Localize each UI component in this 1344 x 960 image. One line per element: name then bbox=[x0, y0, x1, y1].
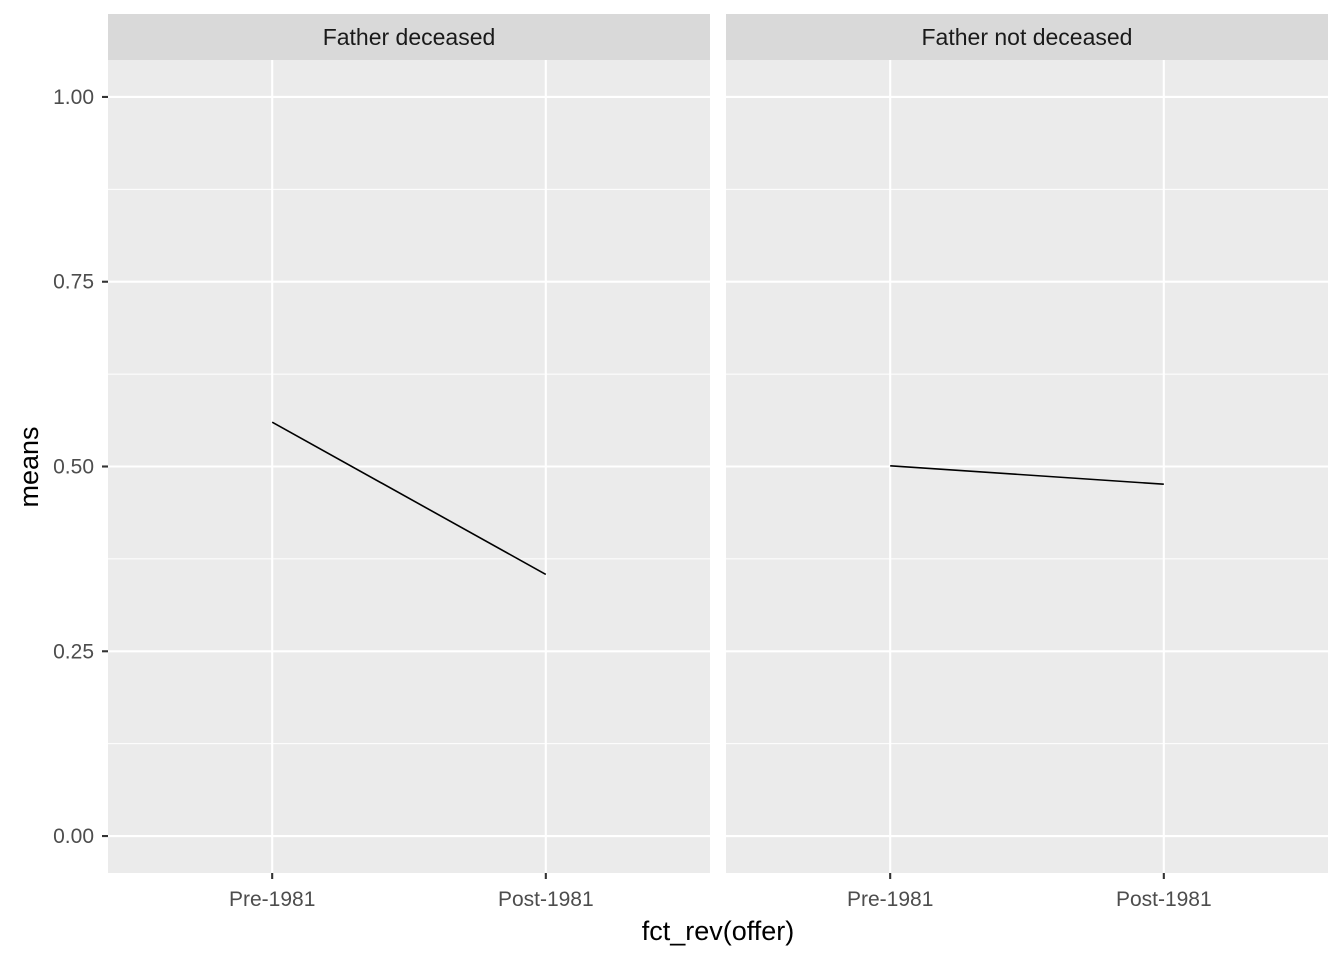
x-tick-label: Post-1981 bbox=[498, 888, 594, 911]
y-tick-label: 0.50 bbox=[53, 456, 94, 479]
y-tick-label: 1.00 bbox=[53, 86, 94, 109]
x-axis: Pre-1981 Post-1981 Pre-1981 Post-1981 bbox=[229, 873, 1212, 911]
x-tick-label: Post-1981 bbox=[1116, 888, 1212, 911]
y-tick-label: 0.25 bbox=[53, 640, 94, 663]
y-axis: 0.00 0.25 0.50 0.75 1.00 bbox=[53, 86, 108, 848]
series-line bbox=[271, 421, 547, 576]
facet-panel: Father not deceased bbox=[726, 14, 1328, 873]
x-tick-label: Pre-1981 bbox=[847, 888, 933, 911]
x-tick-label: Pre-1981 bbox=[229, 888, 315, 911]
y-axis-title: means bbox=[14, 426, 44, 507]
facet-strip-label: Father deceased bbox=[323, 24, 496, 50]
facet-strip-label: Father not deceased bbox=[922, 24, 1133, 50]
y-tick-label: 0.75 bbox=[53, 271, 94, 294]
facet-panel: Father deceased bbox=[108, 14, 710, 873]
facet-panels: Father deceased Father not deceased bbox=[108, 14, 1328, 873]
series-line bbox=[890, 465, 1164, 485]
x-axis-title: fct_rev(offer) bbox=[642, 916, 795, 946]
facet-strip bbox=[108, 14, 710, 60]
facet-strip bbox=[726, 14, 1328, 60]
y-tick-label: 0.00 bbox=[53, 825, 94, 848]
